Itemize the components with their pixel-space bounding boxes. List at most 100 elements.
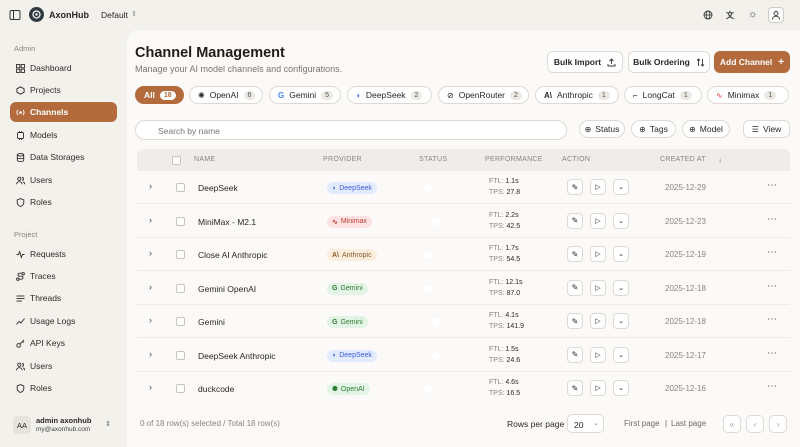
expand-row-icon[interactable]: › (149, 382, 152, 392)
first-page-button[interactable]: « (723, 415, 741, 433)
status-filter-button[interactable]: ⊕ Status (579, 120, 625, 138)
model-filter-button[interactable]: ⊕ Model (682, 120, 730, 138)
chip-deepseek[interactable]: ◗ DeepSeek 2 (347, 86, 432, 104)
sidebar-item-usage-logs[interactable]: Usage Logs (10, 311, 117, 331)
search-input[interactable] (158, 124, 558, 137)
sidebar-item-traces[interactable]: Traces (10, 266, 117, 286)
chip-openai[interactable]: ✺ OpenAI 6 (189, 86, 263, 104)
more-actions-dropdown[interactable]: ⌄ (613, 279, 629, 296)
sidebar-item-roles[interactable]: Roles (10, 192, 117, 212)
row-menu-icon[interactable]: ⋯ (767, 347, 777, 359)
row-menu-icon[interactable]: ⋯ (767, 314, 777, 325)
column-header-status[interactable]: STATUS (419, 156, 448, 163)
expand-row-icon[interactable]: › (149, 248, 152, 258)
row-checkbox[interactable] (176, 250, 185, 259)
search-box[interactable] (135, 120, 567, 140)
sidebar-item-threads[interactable]: Threads (10, 288, 117, 308)
more-actions-dropdown[interactable]: ⌄ (613, 313, 629, 329)
expand-row-icon[interactable]: › (149, 181, 152, 191)
bulk-ordering-button[interactable]: Bulk Ordering (628, 51, 710, 73)
channel-name[interactable]: duckcode (198, 384, 235, 394)
row-checkbox[interactable] (176, 216, 185, 226)
more-actions-dropdown[interactable]: ⌄ (613, 380, 629, 396)
row-menu-icon[interactable]: ⋯ (767, 381, 777, 392)
sidebar-item-requests[interactable]: Requests (10, 244, 117, 264)
expand-row-icon[interactable]: › (149, 315, 152, 325)
account-icon[interactable] (768, 7, 784, 23)
expand-row-icon[interactable]: › (149, 281, 152, 292)
add-channel-button[interactable]: Add Channel + (714, 51, 790, 73)
column-header-performance[interactable]: PERFORMANCE (485, 156, 543, 163)
channel-name[interactable]: Close AI Anthropic (198, 250, 268, 260)
next-page-button[interactable]: › (769, 415, 787, 433)
table-row[interactable]: › MiniMax - M2.1 ∿ Minimax FTL: 2.2s TPS: 42.… (137, 205, 790, 238)
test-run-button[interactable]: ▷ (590, 313, 606, 329)
view-options-button[interactable]: ☰ View (743, 120, 790, 138)
more-actions-dropdown[interactable]: ⌄ (613, 246, 629, 262)
edit-button[interactable]: ✎ (567, 279, 583, 296)
channel-name[interactable]: Gemini (198, 317, 225, 327)
test-run-button[interactable]: ▷ (590, 246, 606, 262)
sidebar-item-api-keys[interactable]: API Keys (10, 333, 117, 353)
sidebar-item-projects[interactable]: Projects (10, 80, 117, 100)
translate-icon[interactable]: 文 (726, 11, 734, 20)
chip-gemini[interactable]: G Gemini 5 (269, 86, 341, 104)
sidebar-item-project-users[interactable]: Users (10, 356, 117, 376)
test-run-button[interactable]: ▷ (590, 179, 606, 195)
user-menu[interactable]: AA admin axonhub my@axonhub.com ⇕ (10, 413, 117, 437)
row-checkbox[interactable] (176, 384, 185, 393)
table-row[interactable]: › DeepSeek ◗ DeepSeek FTL: 1.1s TPS: 27.8 ✎ ▷ ⌄ 2… (137, 171, 790, 204)
select-all-checkbox[interactable] (172, 156, 181, 165)
edit-button[interactable]: ✎ (567, 246, 583, 262)
table-row[interactable]: › DeepSeek Anthropic ◗ DeepSeek FTL: 1.5s TPS… (137, 339, 790, 372)
rows-per-page-select[interactable]: 20 ⌄ (567, 414, 604, 433)
edit-button[interactable]: ✎ (567, 179, 583, 195)
row-menu-icon[interactable]: ⋯ (767, 280, 777, 292)
table-row[interactable]: › Gemini G Gemini FTL: 4.1s TPS: 141.9 ✎ ▷ ⌄ 2025… (137, 305, 790, 338)
chip-all[interactable]: All 18 (135, 86, 184, 104)
sidebar-toggle-icon[interactable] (9, 9, 21, 21)
sidebar-item-data-storages[interactable]: Data Storages (10, 147, 117, 167)
channel-name[interactable]: DeepSeek (198, 183, 238, 193)
workspace-selector[interactable]: Default ⇕ (101, 10, 137, 20)
table-row[interactable]: › Gemini OpenAI G Gemini FTL: 12.1s TPS: 87.0… (137, 272, 790, 305)
channel-name[interactable]: MiniMax - M2.1 (198, 216, 257, 227)
sidebar-item-channels[interactable]: Channels (10, 102, 117, 122)
row-menu-icon[interactable]: ⋯ (767, 213, 777, 225)
chip-longcat[interactable]: ⌐ LongCat 1 (624, 86, 702, 104)
sidebar-item-models[interactable]: Models (10, 125, 117, 145)
edit-button[interactable]: ✎ (567, 212, 583, 229)
expand-row-icon[interactable]: › (149, 348, 152, 359)
more-actions-dropdown[interactable]: ⌄ (613, 212, 629, 229)
test-run-button[interactable]: ▷ (590, 212, 606, 229)
bulk-import-button[interactable]: Bulk Import (547, 51, 623, 73)
column-header-created-at[interactable]: CREATED AT (660, 156, 706, 163)
row-checkbox[interactable] (176, 283, 185, 293)
sidebar-item-dashboard[interactable]: Dashboard (10, 58, 117, 78)
channel-name[interactable]: Gemini OpenAI (198, 283, 257, 294)
tags-filter-button[interactable]: ⊕ Tags (631, 120, 676, 138)
globe-icon[interactable] (703, 10, 713, 20)
row-checkbox[interactable] (176, 183, 185, 192)
channel-name[interactable]: DeepSeek Anthropic (198, 350, 276, 361)
sidebar-item-project-roles[interactable]: Roles (10, 378, 117, 398)
expand-row-icon[interactable]: › (149, 214, 152, 225)
edit-button[interactable]: ✎ (567, 313, 583, 329)
edit-button[interactable]: ✎ (567, 346, 583, 363)
test-run-button[interactable]: ▷ (590, 380, 606, 396)
row-menu-icon[interactable]: ⋯ (767, 247, 777, 258)
table-row[interactable]: › duckcode ✺ OpenAI FTL: 4.6s TPS: 16.5 ✎ ▷ ⌄ 202… (137, 372, 790, 405)
sidebar-item-users[interactable]: Users (10, 170, 117, 190)
test-run-button[interactable]: ▷ (590, 346, 606, 363)
chip-anthropic[interactable]: A\ Anthropic 1 (535, 86, 619, 104)
column-header-name[interactable]: NAME (194, 156, 216, 163)
more-actions-dropdown[interactable]: ⌄ (613, 346, 629, 363)
theme-sun-icon[interactable]: ☼ (748, 9, 758, 20)
chip-minimax[interactable]: ∿ Minimax 1 (707, 86, 789, 104)
last-page-link[interactable]: Last page (671, 419, 707, 428)
edit-button[interactable]: ✎ (567, 380, 583, 396)
sort-arrow-down-icon[interactable]: ↓ (718, 155, 722, 164)
column-header-provider[interactable]: PROVIDER (323, 156, 362, 163)
row-menu-icon[interactable]: ⋯ (767, 180, 777, 191)
more-actions-dropdown[interactable]: ⌄ (613, 179, 629, 195)
